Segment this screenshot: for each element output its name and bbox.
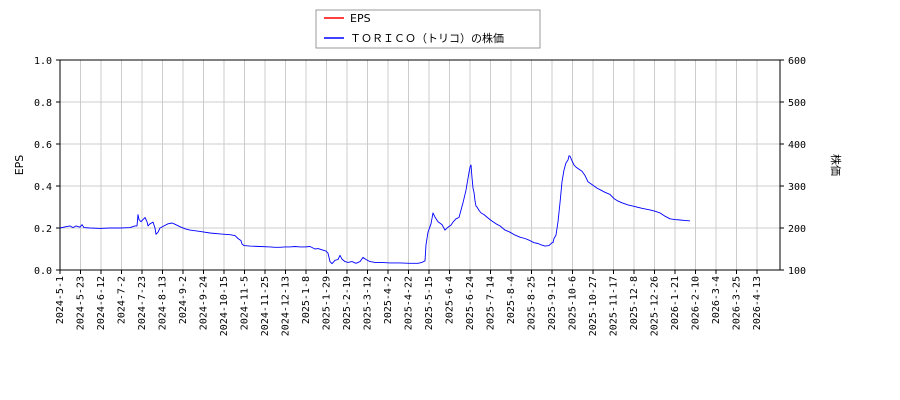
y-left-tick-label: 0.8 — [34, 98, 52, 109]
x-tick-label: 2025-4-2 — [383, 276, 394, 324]
x-tick-label: 2026-3-25 — [732, 276, 743, 330]
x-tick-label: 2024-8-13 — [158, 276, 169, 330]
x-tick-label: 2025-9-12 — [547, 276, 558, 330]
x-tick-label: 2025-4-22 — [404, 276, 415, 330]
x-tick-label: 2024-11-5 — [240, 276, 251, 330]
axes — [59, 59, 781, 271]
x-tick-label: 2025-7-14 — [486, 276, 497, 330]
y-left-tick-label: 1.0 — [34, 56, 52, 67]
y-right-tick-label: 400 — [788, 140, 806, 151]
x-tick-label: 2025-12-8 — [629, 276, 640, 330]
x-tick-label: 2025-12-26 — [650, 276, 661, 336]
plot-frame — [59, 59, 781, 271]
x-axis-ticks: 2024-5-1 2024-5-23 2024-6-12 2024-7-2 2024-7… — [55, 270, 763, 336]
x-tick-label: 2026-2-10 — [691, 276, 702, 330]
x-tick-label: 2024-11-25 — [260, 276, 271, 336]
x-tick-label: 2025-1-29 — [322, 276, 333, 330]
y-right-tick-label: 500 — [788, 98, 806, 109]
legend-label-eps: EPS — [350, 12, 371, 25]
y-right-tick-label: 200 — [788, 224, 806, 235]
x-tick-label: 2025-8-4 — [506, 276, 517, 324]
y-axis-left-title: EPS — [13, 155, 26, 176]
y-right-tick-label: 600 — [788, 56, 806, 67]
y-left-tick-label: 0.4 — [34, 182, 52, 193]
x-tick-label: 2025-3-12 — [363, 276, 374, 330]
x-tick-label: 2025-5-15 — [424, 276, 435, 330]
y-axis-right-title: 株価 — [829, 154, 843, 176]
y-left-tick-label: 0.2 — [34, 224, 52, 235]
right-axis-ticks: 100 200 300 400 500 600 — [780, 56, 806, 277]
x-tick-label: 2024-9-2 — [178, 276, 189, 324]
x-tick-label: 2025-1-8 — [301, 276, 312, 324]
x-tick-label: 2024-5-1 — [55, 276, 66, 324]
x-tick-label: 2025-11-17 — [609, 276, 620, 336]
x-tick-label: 2026-3-4 — [711, 276, 722, 324]
x-tick-label: 2026-4-13 — [752, 276, 763, 330]
x-tick-label: 2025-6-4 — [445, 276, 456, 324]
grid — [59, 59, 780, 271]
x-tick-label: 2025-10-6 — [568, 276, 579, 330]
series — [59, 155, 691, 265]
x-tick-label: 2024-7-23 — [137, 276, 148, 330]
x-tick-label: 2024-12-13 — [281, 276, 292, 336]
legend-box — [315, 9, 541, 49]
x-tick-label: 2024-7-2 — [117, 276, 128, 324]
x-tick-label: 2025-6-24 — [465, 276, 476, 330]
y-left-tick-label: 0.6 — [34, 140, 52, 151]
x-tick-label: 2024-5-23 — [76, 276, 87, 330]
x-tick-label: 2025-10-27 — [588, 276, 599, 336]
x-tick-label: 2026-1-21 — [670, 276, 681, 330]
x-tick-label: 2024-10-15 — [219, 276, 230, 336]
legend-label-stock-price: ＴＯＲＩＣＯ（トリコ）の株価 — [350, 31, 504, 45]
x-tick-label: 2024-9-24 — [199, 276, 210, 330]
y-right-tick-label: 100 — [788, 266, 806, 277]
y-right-tick-label: 300 — [788, 182, 806, 193]
legend: EPS ＴＯＲＩＣＯ（トリコ）の株価 — [315, 9, 541, 49]
x-tick-label: 2024-6-12 — [96, 276, 107, 330]
stock-price-line — [59, 155, 691, 265]
x-tick-label: 2025-8-25 — [527, 276, 538, 330]
x-tick-label: 2025-2-19 — [342, 276, 353, 330]
left-axis-ticks: 0.0 0.2 0.4 0.6 0.8 1.0 — [34, 56, 60, 277]
y-left-tick-label: 0.0 — [34, 266, 52, 277]
